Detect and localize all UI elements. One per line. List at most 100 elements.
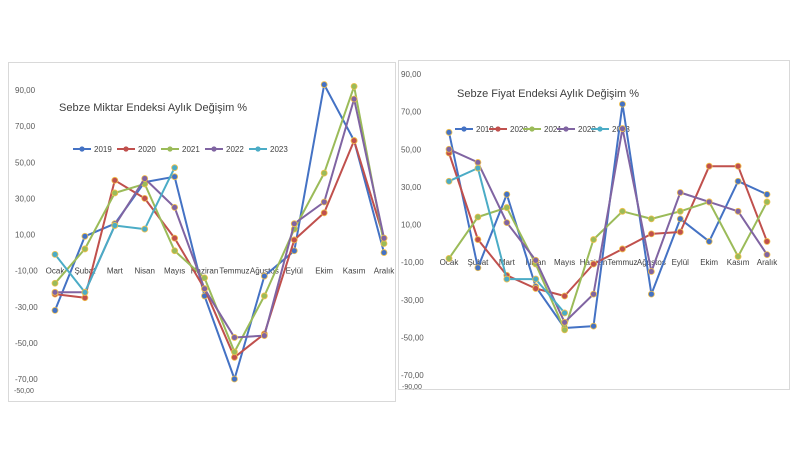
fiyat-point-2020 [763, 238, 771, 245]
fiyat-x-tick-label: Eylül [672, 258, 690, 267]
miktar-point-2023 [111, 222, 119, 229]
miktar-legend-label: 2019 [94, 145, 112, 154]
fiyat-point-2021 [647, 215, 655, 223]
miktar-point-2021 [350, 82, 358, 90]
fiyat-point-2019 [445, 128, 453, 136]
miktar-y-tick-label: 10,00 [15, 231, 36, 240]
miktar-point-2021 [111, 189, 119, 197]
fiyat-point-2022 [590, 290, 597, 298]
fiyat-point-2022 [676, 189, 684, 196]
miktar-x-tick-label: Ocak [46, 267, 66, 276]
miktar-chart-title: Sebze Miktar Endeksi Aylık Değişim % [59, 102, 247, 114]
fiyat-x-tick-label: Ağustos [637, 258, 666, 267]
miktar-point-2020 [141, 194, 149, 202]
miktar-y-tick-label: -50,00 [15, 339, 38, 348]
miktar-point-2020 [171, 234, 179, 242]
fiyat-point-2022 [705, 198, 713, 206]
fiyat-point-2022 [763, 251, 771, 259]
fiyat-point-2021 [676, 207, 684, 215]
miktar-point-2020 [320, 209, 328, 217]
miktar-x-tick-label: Ağustos [250, 267, 279, 276]
fiyat-point-2021 [561, 326, 569, 334]
fiyat-point-2020 [647, 230, 655, 238]
miktar-legend-marker [167, 146, 173, 152]
fiyat-y-tick-label: 50,00 [401, 145, 422, 154]
miktar-stray-axis-label: -50,00 [14, 388, 34, 395]
fiyat-stray-axis-label: -90,00 [402, 384, 422, 391]
miktar-x-tick-label: Şubat [74, 267, 96, 276]
miktar-legend-marker [123, 146, 129, 152]
miktar-point-2023 [81, 288, 89, 296]
miktar-point-2021 [171, 247, 179, 255]
fiyat-point-2023 [561, 309, 569, 317]
miktar-x-tick-label: Aralık [374, 267, 395, 276]
miktar-x-tick-label: Ekim [315, 267, 333, 276]
miktar-chart-panel: Sebze Miktar Endeksi Aylık Değişim % -70,… [8, 62, 396, 402]
fiyat-point-2019 [590, 322, 597, 330]
fiyat-legend-marker [597, 126, 603, 132]
fiyat-point-2019 [734, 177, 742, 185]
miktar-legend-label: 2021 [182, 145, 200, 154]
fiyat-point-2019 [647, 290, 655, 298]
miktar-point-2021 [260, 292, 268, 300]
fiyat-point-2023 [445, 177, 453, 185]
fiyat-legend-marker [461, 126, 467, 132]
fiyat-legend-marker [529, 126, 535, 132]
miktar-point-2022 [141, 175, 149, 182]
miktar-x-tick-label: Mart [107, 267, 124, 276]
miktar-legend-label: 2023 [270, 145, 288, 154]
miktar-series-line-2019 [54, 83, 385, 380]
fiyat-point-2020 [676, 228, 684, 236]
miktar-point-2019 [380, 249, 388, 256]
fiyat-y-tick-label: -70,00 [401, 371, 424, 380]
fiyat-chart-svg: Sebze Fiyat Endeksi Aylık Değişim % -70,0… [401, 70, 778, 380]
fiyat-x-tick-label: Aralık [757, 258, 778, 267]
miktar-point-2022 [231, 334, 238, 341]
fiyat-point-2020 [561, 292, 569, 300]
miktar-y-tick-label: 30,00 [15, 194, 36, 203]
fiyat-series-line-2022 [448, 127, 768, 324]
miktar-point-2019 [81, 232, 89, 240]
fiyat-point-2023 [532, 275, 540, 283]
miktar-legend-marker [211, 146, 217, 152]
miktar-point-2022 [320, 198, 328, 206]
fiyat-series-line-2021 [448, 200, 768, 331]
fiyat-point-2021 [590, 236, 597, 243]
miktar-point-2020 [111, 176, 119, 184]
fiyat-legend-marker [495, 126, 501, 132]
miktar-point-2021 [201, 274, 208, 282]
fiyat-point-2022 [445, 145, 453, 153]
miktar-x-tick-label: Eylül [286, 267, 304, 276]
miktar-y-tick-label: 90,00 [15, 86, 36, 95]
fiyat-point-2020 [619, 245, 626, 253]
miktar-point-2022 [201, 285, 208, 293]
fiyat-chart-title: Sebze Fiyat Endeksi Aylık Değişim % [457, 88, 639, 100]
fiyat-point-2021 [619, 207, 626, 215]
fiyat-point-2022 [532, 256, 540, 264]
fiyat-series-line-2023 [448, 167, 566, 314]
fiyat-chart-panel: Sebze Fiyat Endeksi Aylık Değişim % -70,0… [398, 60, 790, 390]
fiyat-y-tick-label: -30,00 [401, 296, 424, 305]
fiyat-y-tick-label: 10,00 [401, 221, 422, 230]
fiyat-point-2023 [474, 164, 482, 172]
miktar-y-tick-label: -70,00 [15, 375, 38, 384]
miktar-point-2022 [380, 234, 388, 242]
fiyat-point-2022 [734, 207, 742, 215]
fiyat-point-2022 [619, 125, 626, 132]
fiyat-point-2019 [705, 238, 713, 245]
fiyat-x-tick-label: Temmuz [607, 258, 637, 267]
fiyat-point-2019 [503, 190, 511, 198]
fiyat-point-2020 [590, 260, 597, 268]
fiyat-point-2019 [676, 215, 684, 223]
fiyat-legend-label: 2021 [544, 125, 562, 134]
miktar-x-tick-label: Mayıs [164, 267, 185, 276]
fiyat-x-tick-label: Ekim [700, 258, 718, 267]
fiyat-point-2019 [474, 264, 482, 272]
miktar-point-2023 [51, 250, 59, 258]
miktar-legend-label: 2020 [138, 145, 156, 154]
miktar-point-2021 [81, 245, 89, 253]
fiyat-x-tick-label: Kasım [727, 258, 750, 267]
miktar-y-tick-label: -30,00 [15, 303, 38, 312]
fiyat-point-2019 [619, 100, 626, 108]
